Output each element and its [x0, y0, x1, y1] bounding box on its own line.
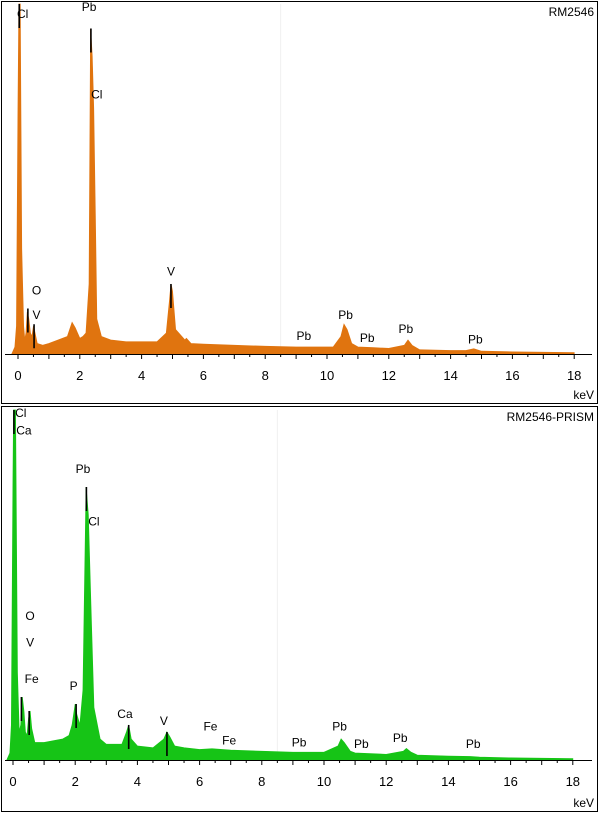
peak-label-pb: Pb	[468, 333, 483, 347]
peak-label-v: V	[160, 714, 168, 728]
x-tick-label: 14	[441, 774, 455, 789]
peak-label-v: V	[26, 635, 34, 649]
peak-label-pb: Pb	[338, 308, 353, 322]
x-tick-label: 2	[72, 774, 79, 789]
peak-label-ca: Ca	[16, 424, 32, 438]
peak-label-pb: Pb	[292, 736, 307, 750]
x-tick-label: 6	[196, 774, 203, 789]
peak-label-fe: Fe	[222, 733, 236, 747]
x-tick-label: 16	[505, 368, 519, 383]
x-tick-label: 16	[503, 774, 517, 789]
peak-label-cl: Cl	[15, 406, 26, 420]
x-tick-label: 4	[134, 774, 141, 789]
x-tick-label: 18	[566, 774, 580, 789]
peak-label-pb: Pb	[393, 731, 408, 745]
x-axis-label: keV	[573, 796, 594, 810]
x-tick-label: 6	[200, 368, 207, 383]
x-tick-label: 12	[379, 774, 393, 789]
spectrum-area	[6, 409, 574, 761]
peak-label-v: V	[33, 308, 41, 322]
peak-label-fe: Fe	[203, 719, 217, 733]
panel-title: RM2546	[549, 5, 595, 19]
x-tick-label: 10	[320, 368, 334, 383]
peak-label-pb: Pb	[82, 0, 97, 14]
peak-label-pb: Pb	[354, 737, 369, 751]
panel-title: RM2546-PRISM	[507, 410, 594, 424]
peak-label-cl: Cl	[17, 7, 28, 21]
x-axis-label: keV	[573, 388, 594, 402]
peak-label-o: O	[25, 609, 34, 623]
x-tick-label: 10	[317, 774, 331, 789]
x-tick-label: 12	[382, 368, 396, 383]
x-tick-label: 2	[76, 368, 83, 383]
peak-label-o: O	[32, 284, 41, 298]
peak-label-v: V	[167, 264, 175, 278]
peak-label-fe: Fe	[25, 672, 39, 686]
peak-label-p: P	[70, 679, 78, 693]
spectrum-area	[11, 3, 575, 355]
x-tick-label: 8	[262, 368, 269, 383]
x-tick-label: 14	[443, 368, 457, 383]
x-tick-label: 0	[14, 368, 21, 383]
peak-label-pb: Pb	[466, 737, 481, 751]
peak-label-pb: Pb	[76, 462, 91, 476]
x-tick-label: 0	[9, 774, 16, 789]
peak-label-pb: Pb	[296, 329, 311, 343]
peak-label-cl: Cl	[88, 515, 99, 529]
peak-label-ca: Ca	[117, 707, 133, 721]
peak-label-pb: Pb	[398, 322, 413, 336]
x-tick-label: 4	[138, 368, 145, 383]
spectrum-panel-rm2546-prism: 0 2 4 6 8 10 12 14 16 18keVRM2546-PRISMClCaPbClOV…	[1, 406, 598, 812]
x-tick-label: 18	[567, 368, 581, 383]
peak-label-cl: Cl	[91, 88, 102, 102]
peak-label-pb: Pb	[360, 331, 375, 345]
x-tick-label: 8	[258, 774, 265, 789]
peak-label-pb: Pb	[332, 719, 347, 733]
